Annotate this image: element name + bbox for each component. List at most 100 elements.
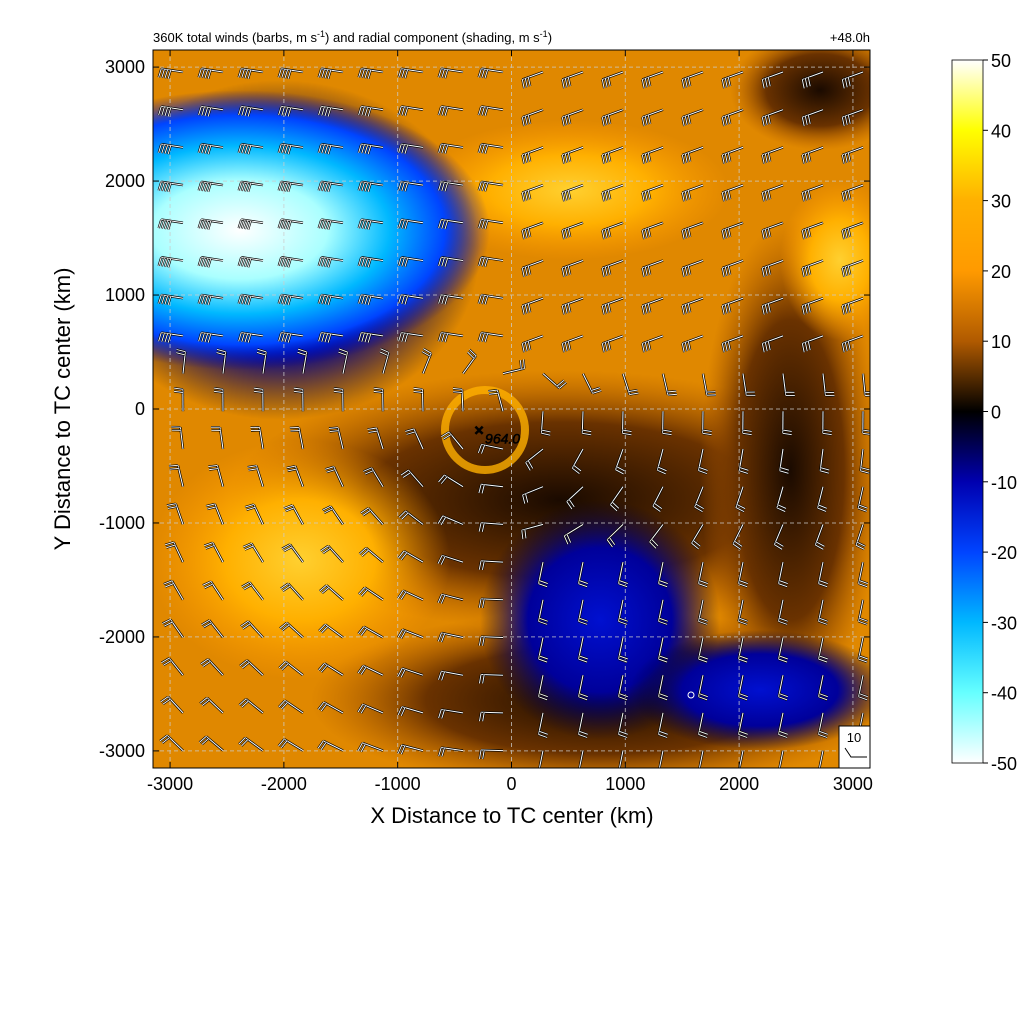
wind-barb [320, 544, 344, 563]
wind-barb [197, 105, 224, 117]
wind-barb [413, 387, 425, 412]
wind-barb [681, 146, 704, 164]
colorbar-tick-label: 10 [991, 332, 1011, 352]
wind-barb [841, 221, 864, 240]
wind-barb [801, 334, 824, 353]
wind-barb [318, 623, 344, 639]
wind-barb [732, 523, 745, 551]
wind-barb [397, 667, 424, 678]
wind-barb [641, 183, 664, 202]
wind-barb [861, 411, 870, 436]
colorbar-tick-label: -30 [991, 613, 1017, 633]
wind-barb [721, 183, 744, 202]
wind-barb [641, 221, 664, 240]
wind-barb [841, 70, 864, 89]
wind-barb [199, 696, 224, 714]
wind-barb [437, 180, 464, 192]
wind-barb [681, 221, 704, 240]
wind-barb [537, 637, 549, 664]
wind-barb [437, 218, 464, 230]
wind-barb [681, 108, 704, 127]
x-tick-label: -1000 [375, 774, 421, 794]
wind-barb [661, 373, 678, 397]
wind-barb [239, 659, 264, 677]
wind-barb [690, 523, 705, 550]
wind-barb [197, 67, 224, 80]
wind-barb [693, 486, 705, 513]
wind-barb [841, 297, 864, 315]
wind-barb [661, 411, 672, 436]
wind-barb [561, 259, 584, 278]
wind-barb [561, 108, 584, 127]
wind-barb [176, 348, 187, 374]
wind-barb [157, 331, 184, 343]
wind-barb [201, 619, 224, 639]
wind-barb [817, 712, 829, 739]
wind-barb [437, 708, 464, 719]
colorbar-tick-label: -10 [991, 473, 1017, 493]
wind-barb [197, 293, 224, 306]
wind-barb [437, 631, 464, 643]
wind-barb [437, 142, 464, 155]
wind-barb [657, 712, 669, 739]
wind-barb [816, 486, 828, 513]
y-tick-label: 2000 [105, 171, 145, 191]
wind-barb [397, 180, 424, 192]
wind-barb [621, 373, 639, 396]
wind-barb [157, 293, 184, 306]
wind-barb [437, 670, 464, 681]
wind-barb [817, 637, 829, 664]
wind-barb [452, 387, 465, 412]
wind-barb [821, 411, 832, 436]
y-tick-label: 0 [135, 399, 145, 419]
wind-barb [521, 259, 544, 278]
wind-barb [857, 674, 869, 701]
wind-barb [437, 514, 464, 526]
wind-barb [324, 465, 345, 488]
wind-barb [617, 561, 629, 588]
wind-barb [160, 695, 184, 714]
wind-barb [701, 373, 717, 397]
x-tick-label: 3000 [833, 774, 873, 794]
wind-barb [317, 218, 344, 230]
wind-barb [601, 183, 624, 202]
wind-barb [651, 486, 665, 513]
colorbar: 50 40 30 20 10 0 -10 -20 -30 -40 -50 [951, 51, 1017, 774]
wind-barb [437, 256, 464, 268]
wind-barb [621, 411, 632, 436]
wind-barb [357, 703, 384, 715]
wind-barb [478, 521, 504, 533]
wind-barb [237, 331, 264, 343]
wind-barb [159, 734, 184, 752]
wind-barb [819, 448, 830, 475]
colorbar-ticks: 50 40 30 20 10 0 -10 -20 -30 -40 -50 [983, 51, 1017, 774]
wind-barb [477, 443, 504, 454]
reference-barb-icon [844, 747, 867, 758]
colorbar-ramp [951, 59, 984, 764]
wind-barb [317, 293, 344, 306]
wind-barb [761, 146, 784, 164]
wind-barb [397, 142, 424, 155]
wind-barb [210, 426, 225, 450]
wind-barb [398, 510, 424, 526]
wind-barb [477, 331, 504, 343]
wind-barb [157, 218, 184, 230]
wind-barb [777, 637, 789, 664]
grid-lines [153, 50, 870, 768]
wind-barb [537, 712, 549, 739]
wind-barb [397, 67, 424, 79]
wind-barb [293, 387, 305, 412]
wind-barb [540, 411, 551, 437]
wind-barb [373, 387, 385, 412]
wind-barb [360, 507, 384, 526]
wind-barb [237, 180, 264, 193]
wind-barb [478, 635, 504, 646]
wind-barb [801, 297, 824, 315]
wind-barb [202, 580, 225, 601]
wind-barb [317, 105, 344, 117]
wind-barb [738, 750, 745, 768]
wind-barb [521, 221, 544, 240]
wind-barb [601, 297, 624, 315]
wind-barb [697, 637, 709, 664]
wind-barb [237, 256, 264, 268]
